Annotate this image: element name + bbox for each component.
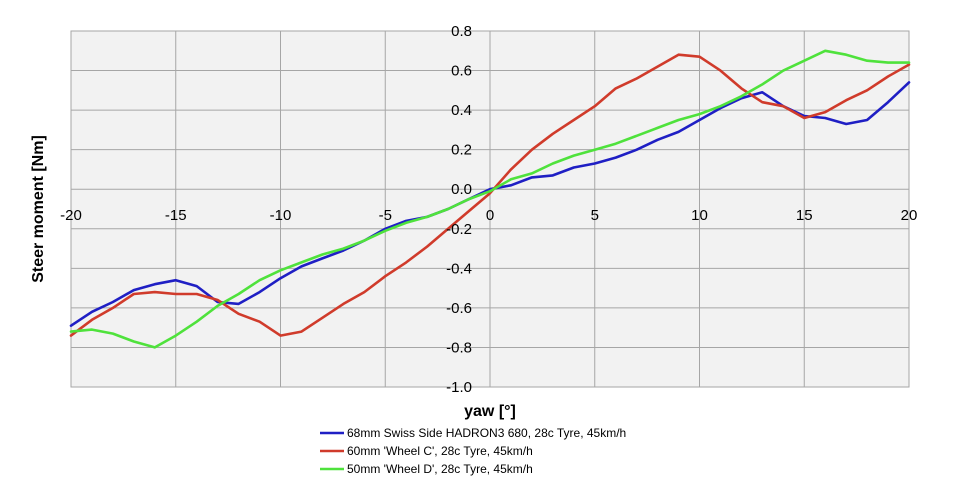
legend: 68mm Swiss Side HADRON3 680, 28c Tyre, 4…	[320, 426, 626, 476]
y-tick-label: 0.8	[451, 23, 472, 40]
series-line-3	[69, 49, 911, 349]
grid	[70, 30, 910, 388]
y-tick-label: -1.0	[446, 379, 472, 396]
y-axis-title: Steer moment [Nm]	[30, 135, 47, 283]
legend-label: 60mm 'Wheel C', 28c Tyre, 45km/h	[347, 444, 533, 458]
y-tick-label: 0.2	[451, 142, 472, 159]
x-tick-label: -20	[60, 207, 82, 224]
x-tick-label: -15	[165, 207, 187, 224]
y-tick-label: -0.8	[446, 339, 472, 356]
legend-label: 68mm Swiss Side HADRON3 680, 28c Tyre, 4…	[347, 426, 626, 440]
x-tick-label: 15	[796, 207, 813, 224]
y-tick-label: -0.6	[446, 300, 472, 317]
legend-label: 50mm 'Wheel D', 28c Tyre, 45km/h	[347, 462, 533, 476]
y-tick-label: -0.4	[446, 260, 472, 277]
x-tick-label: 10	[691, 207, 708, 224]
x-tick-label: 5	[591, 207, 599, 224]
y-tick-label: -0.2	[446, 221, 472, 238]
series-line-2	[69, 53, 911, 337]
x-axis-title: yaw [°]	[464, 403, 516, 420]
x-tick-label: -10	[270, 207, 292, 224]
y-tick-label: 0.0	[451, 181, 472, 198]
x-tick-label: 20	[901, 207, 918, 224]
y-tick-label: 0.6	[451, 63, 472, 80]
tick-labels: -20 -15 -10 -5 0 5 10 15 20 -1.0 -0.8 -0.6 -0.4 -0.2 0…	[60, 23, 917, 396]
series-group	[69, 49, 911, 349]
x-tick-label: 0	[486, 207, 494, 224]
x-tick-label: -5	[379, 207, 392, 224]
y-tick-label: 0.4	[451, 102, 472, 119]
